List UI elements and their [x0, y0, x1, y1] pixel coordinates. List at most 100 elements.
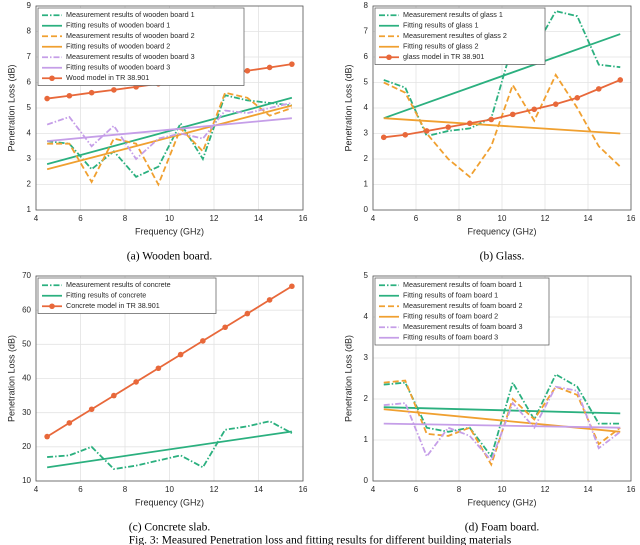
- legend-label: Measurement results of concrete: [66, 280, 171, 289]
- x-axis-label: Frequency (GHz): [467, 497, 536, 507]
- legend-label: Fitting results of glass 2: [403, 42, 479, 51]
- caption: (b) Glass.: [480, 251, 525, 263]
- legend-label: Measurement results of wooden board 2: [66, 31, 195, 40]
- legend-label: Measurement results of wooden board 3: [66, 52, 195, 61]
- marker: [111, 392, 117, 399]
- marker: [155, 365, 162, 372]
- x-tick-label: 10: [498, 485, 507, 494]
- x-tick-label: 14: [254, 485, 263, 494]
- legend-marker: [386, 54, 392, 61]
- x-tick-label: 12: [210, 485, 219, 494]
- y-tick-label: 1: [27, 205, 32, 214]
- marker: [111, 87, 117, 93]
- x-tick-label: 10: [165, 214, 174, 223]
- series-line: [383, 385, 621, 463]
- x-tick-label: 4: [34, 485, 39, 494]
- series-line: [47, 117, 292, 143]
- marker: [574, 95, 581, 101]
- marker: [466, 120, 473, 127]
- y-tick-label: 6: [27, 78, 32, 87]
- legend-box: [37, 277, 217, 314]
- y-tick-label: 4: [364, 312, 369, 321]
- marker: [423, 128, 430, 134]
- x-tick-label: 4: [371, 485, 376, 494]
- series-line: [47, 94, 292, 178]
- legend-label: Fitting results of foam board 1: [403, 291, 498, 300]
- y-tick-label: 8: [364, 1, 369, 10]
- legend-label: Fitting results of foam board 3: [403, 333, 498, 342]
- x-tick-label: 16: [627, 214, 636, 223]
- series-line: [46, 102, 293, 161]
- marker: [200, 338, 206, 344]
- y-tick-label: 0: [364, 476, 369, 485]
- marker: [44, 433, 50, 440]
- marker: [266, 297, 273, 303]
- legend-label: Fitting results of glass 1: [403, 21, 479, 30]
- marker: [88, 406, 95, 413]
- series-line: [383, 408, 621, 433]
- x-tick-label: 8: [457, 485, 462, 494]
- series-line: [383, 33, 621, 120]
- legend-box: [37, 7, 245, 86]
- x-tick-label: 6: [78, 485, 83, 494]
- y-tick-label: 2: [364, 394, 369, 403]
- marker: [244, 67, 251, 74]
- x-tick-label: 4: [34, 214, 39, 223]
- legend-label: Measurement results of foam board 1: [403, 280, 522, 289]
- x-tick-label: 8: [457, 214, 462, 223]
- y-tick-label: 8: [27, 27, 32, 36]
- marker: [595, 86, 602, 92]
- x-axis-label: Frequency (GHz): [467, 226, 536, 236]
- series-line: [383, 406, 621, 415]
- x-tick-label: 16: [299, 485, 308, 494]
- legend-box: [374, 277, 550, 346]
- marker: [88, 89, 95, 96]
- series-line: [383, 117, 621, 135]
- series-line: [383, 422, 621, 429]
- x-tick-label: 8: [123, 485, 128, 494]
- y-tick-label: 10: [22, 476, 31, 485]
- y-tick-label: 7: [27, 52, 32, 61]
- x-tick-label: 12: [541, 214, 550, 223]
- marker: [133, 379, 139, 385]
- x-tick-label: 16: [627, 485, 636, 494]
- legend-label: Fitting results of wooden board 2: [66, 42, 170, 51]
- y-tick-label: 5: [364, 78, 369, 87]
- legend-label: Concrete model in TR 38.901: [66, 301, 160, 310]
- marker: [402, 131, 409, 138]
- legend-marker: [49, 75, 55, 82]
- marker: [289, 61, 295, 67]
- marker: [66, 92, 73, 99]
- legend-label: Wood model in TR 38.901: [66, 73, 149, 82]
- marker: [222, 324, 228, 331]
- x-tick-label: 6: [78, 214, 83, 223]
- caption: (a) Wooden board.: [127, 251, 213, 263]
- caption: (c) Concrete slab.: [129, 522, 211, 534]
- series-line: [383, 373, 621, 459]
- marker: [44, 95, 50, 102]
- legend-label: Measurement resultes of glass 2: [403, 31, 507, 40]
- series-line: [46, 96, 293, 165]
- y-tick-label: 3: [364, 129, 369, 138]
- caption: (d) Foam board.: [465, 522, 540, 534]
- marker: [66, 420, 73, 426]
- axes-frame: [372, 275, 632, 482]
- series-line: [46, 285, 293, 438]
- x-tick-label: 10: [165, 485, 174, 494]
- marker: [445, 124, 452, 130]
- marker: [380, 134, 387, 141]
- x-axis-label: Frequency (GHz): [135, 226, 204, 236]
- x-tick-label: 10: [498, 214, 507, 223]
- x-tick-label: 12: [541, 485, 550, 494]
- series-line: [383, 72, 621, 179]
- marker: [177, 351, 184, 358]
- y-tick-label: 20: [22, 442, 31, 451]
- legend-box: [374, 7, 546, 65]
- y-tick-label: 2: [27, 180, 32, 189]
- y-axis-label: Penetration Loss (dB): [6, 64, 16, 151]
- y-tick-label: 3: [27, 154, 32, 163]
- x-tick-label: 6: [414, 214, 419, 223]
- marker: [509, 111, 516, 118]
- axes-frame: [372, 5, 632, 211]
